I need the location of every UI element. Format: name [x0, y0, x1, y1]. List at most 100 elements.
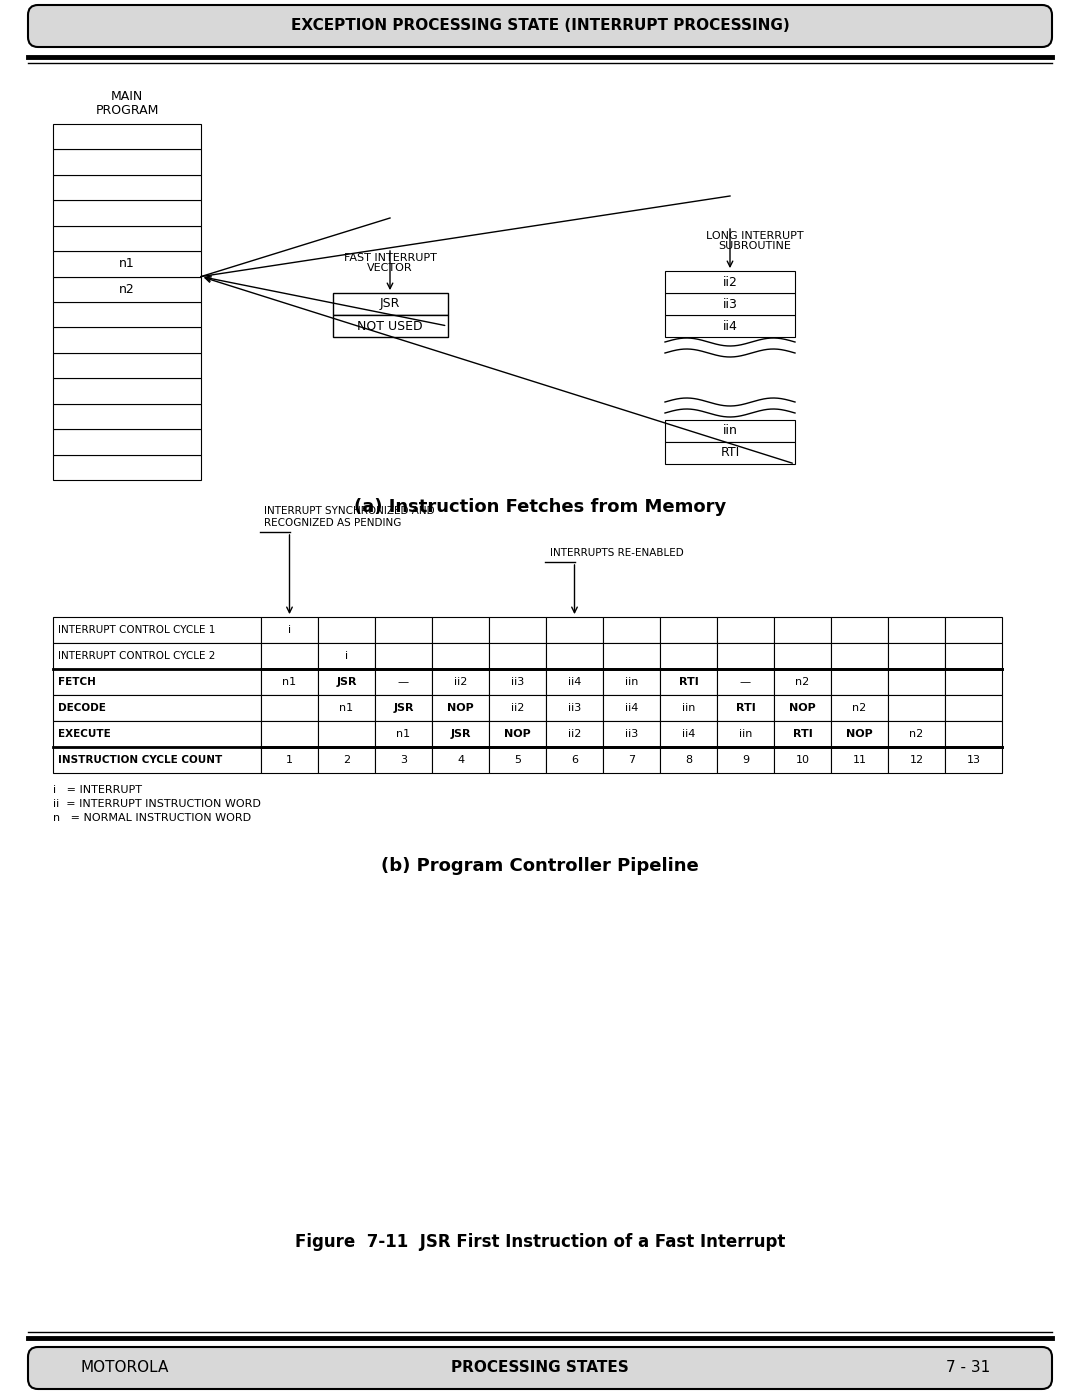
Bar [375, 643, 432, 669]
Bar [945, 747, 1002, 773]
Text: i   = INTERRUPT: i = INTERRUPT [53, 785, 141, 795]
Bar [888, 747, 945, 773]
Text: PROGRAM: PROGRAM [95, 103, 159, 116]
Bar [53, 175, 201, 200]
Bar [53, 200, 201, 226]
Bar [489, 617, 546, 643]
Text: MOTOROLA: MOTOROLA [80, 1361, 168, 1376]
Text: 11: 11 [852, 754, 866, 766]
Text: RTI: RTI [720, 447, 740, 460]
Bar [945, 643, 1002, 669]
Text: n2: n2 [909, 729, 923, 739]
Text: iin: iin [723, 425, 738, 437]
Bar [53, 124, 201, 149]
Bar [660, 747, 717, 773]
Text: 7 - 31: 7 - 31 [946, 1361, 990, 1376]
Text: n   = NORMAL INSTRUCTION WORD: n = NORMAL INSTRUCTION WORD [53, 813, 252, 823]
Bar [831, 747, 888, 773]
Text: i: i [288, 624, 292, 636]
Bar [333, 314, 447, 337]
Text: 9: 9 [742, 754, 750, 766]
Text: —: — [740, 678, 751, 687]
Bar [945, 669, 1002, 694]
Bar [888, 669, 945, 694]
Bar [774, 694, 831, 721]
Text: 4: 4 [457, 754, 464, 766]
Bar [375, 721, 432, 747]
Bar [888, 694, 945, 721]
Bar [489, 669, 546, 694]
Bar [665, 420, 795, 441]
Text: (a) Instruction Fetches from Memory: (a) Instruction Fetches from Memory [354, 497, 726, 515]
Bar [831, 694, 888, 721]
Bar [774, 617, 831, 643]
Text: EXECUTE: EXECUTE [58, 729, 111, 739]
Text: MAIN: MAIN [111, 89, 144, 102]
Text: LONG INTERRUPT: LONG INTERRUPT [706, 231, 804, 242]
FancyBboxPatch shape [28, 1347, 1052, 1389]
Bar [53, 454, 201, 481]
Text: 7: 7 [627, 754, 635, 766]
Bar [945, 721, 1002, 747]
Bar [546, 721, 603, 747]
Text: (b) Program Controller Pipeline: (b) Program Controller Pipeline [381, 856, 699, 875]
Bar [375, 747, 432, 773]
Text: INTERRUPT CONTROL CYCLE 2: INTERRUPT CONTROL CYCLE 2 [58, 651, 215, 661]
FancyBboxPatch shape [28, 6, 1052, 47]
Bar [53, 429, 201, 454]
Bar [53, 643, 261, 669]
Text: SUBROUTINE: SUBROUTINE [718, 242, 792, 251]
Text: FAST INTERRUPT: FAST INTERRUPT [343, 253, 436, 263]
Text: ii3: ii3 [511, 678, 524, 687]
Bar [318, 669, 375, 694]
Text: ii2: ii2 [568, 729, 581, 739]
Bar [665, 293, 795, 314]
Text: RTI: RTI [735, 703, 755, 712]
Text: n1: n1 [339, 703, 353, 712]
Bar [318, 694, 375, 721]
Text: ii  = INTERRUPT INSTRUCTION WORD: ii = INTERRUPT INSTRUCTION WORD [53, 799, 261, 809]
Bar [546, 747, 603, 773]
Bar [489, 747, 546, 773]
Text: ii4: ii4 [625, 703, 638, 712]
Bar [53, 277, 201, 302]
Text: INTERRUPT CONTROL CYCLE 1: INTERRUPT CONTROL CYCLE 1 [58, 624, 215, 636]
Bar [53, 226, 201, 251]
Text: INSTRUCTION CYCLE COUNT: INSTRUCTION CYCLE COUNT [58, 754, 222, 766]
Text: JSR: JSR [393, 703, 414, 712]
Text: RTI: RTI [793, 729, 812, 739]
Bar [489, 694, 546, 721]
Bar [261, 721, 318, 747]
Bar [831, 617, 888, 643]
Bar [660, 669, 717, 694]
Bar [432, 643, 489, 669]
Bar [717, 747, 774, 773]
Bar [888, 617, 945, 643]
Bar [53, 747, 261, 773]
Bar [945, 617, 1002, 643]
Text: DECODE: DECODE [58, 703, 106, 712]
Bar [660, 694, 717, 721]
Bar [53, 251, 201, 277]
Text: n1: n1 [283, 678, 297, 687]
Bar [432, 694, 489, 721]
Text: PROCESSING STATES: PROCESSING STATES [451, 1361, 629, 1376]
Bar [318, 617, 375, 643]
Bar [432, 669, 489, 694]
Bar [261, 747, 318, 773]
Bar [665, 271, 795, 293]
Text: NOP: NOP [447, 703, 474, 712]
Bar [660, 721, 717, 747]
Bar [53, 327, 201, 353]
Text: 5: 5 [514, 754, 521, 766]
Text: NOT USED: NOT USED [357, 320, 422, 332]
Bar [888, 721, 945, 747]
Bar [53, 353, 201, 379]
Bar [774, 643, 831, 669]
Text: iin: iin [625, 678, 638, 687]
Text: ii4: ii4 [681, 729, 696, 739]
Bar [774, 669, 831, 694]
Bar [261, 643, 318, 669]
Bar [53, 149, 201, 175]
Bar [318, 721, 375, 747]
